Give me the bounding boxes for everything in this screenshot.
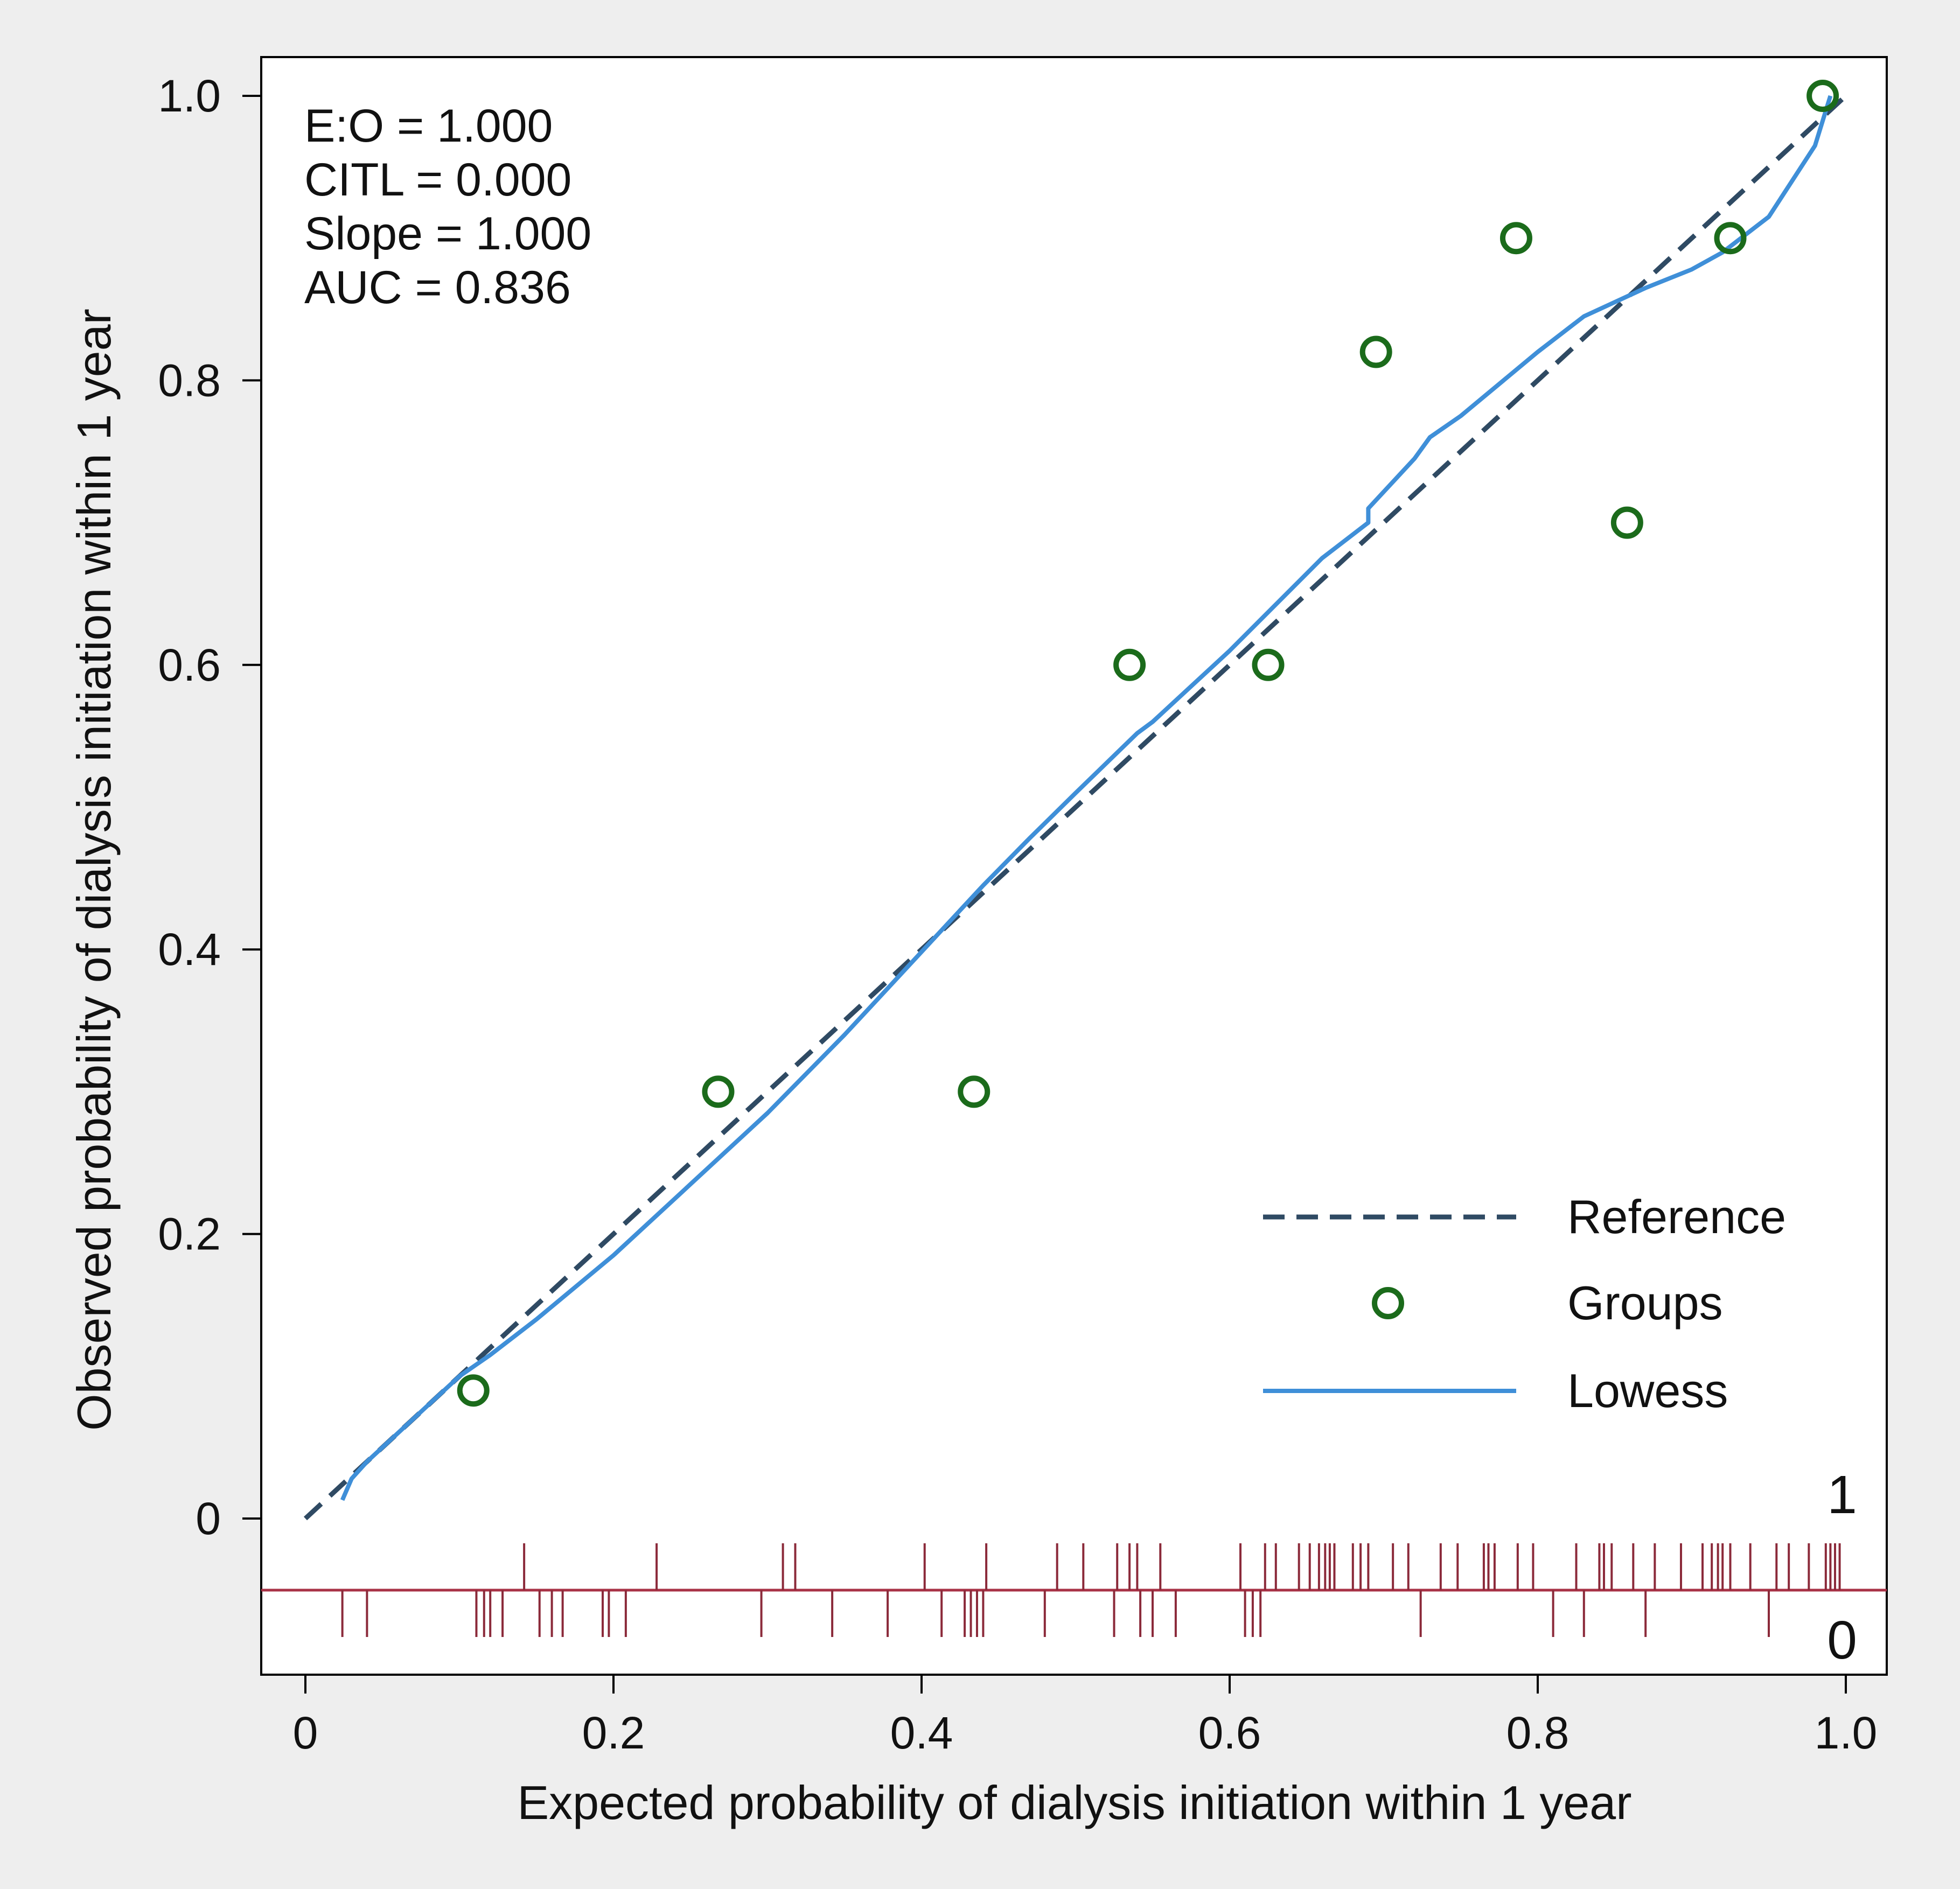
legend-reference-label: Reference — [1567, 1190, 1786, 1243]
group-point — [1610, 506, 1643, 539]
group-point — [457, 1374, 490, 1407]
y-tick-label: 0.6 — [158, 640, 221, 690]
lowess-line — [340, 95, 1833, 1501]
plot-area — [260, 56, 1888, 1676]
stat-auc: AUC = 0.836 — [304, 262, 571, 313]
legend-groups-label: Groups — [1567, 1276, 1723, 1330]
stat-slope: Slope = 1.000 — [304, 208, 591, 260]
rug-label-1: 1 — [1827, 1465, 1857, 1525]
x-tick-label: 1.0 — [1815, 1708, 1878, 1758]
group-point — [702, 1075, 735, 1108]
y-axis-title: Observed probability of dialysis initiat… — [67, 309, 121, 1431]
group-point — [1806, 80, 1839, 112]
y-tick-label: 1.0 — [158, 71, 221, 121]
x-tick-label: 0.8 — [1506, 1708, 1570, 1758]
group-point — [1359, 335, 1392, 368]
y-tick-label: 0.2 — [158, 1209, 221, 1260]
y-tick-label: 0.4 — [158, 924, 221, 975]
x-tick-label: 0 — [293, 1708, 318, 1758]
series-layer — [303, 80, 1848, 1521]
group-point — [1499, 222, 1532, 255]
group-point — [1113, 648, 1146, 681]
rug-plot — [261, 1543, 1887, 1637]
group-point — [1714, 222, 1747, 255]
stats-box: E:O = 1.000 CITL = 0.000 Slope = 1.000 A… — [304, 100, 591, 313]
group-point — [958, 1075, 991, 1108]
stat-eo: E:O = 1.000 — [304, 100, 553, 152]
group-point — [1252, 648, 1285, 681]
legend-groups-swatch — [1372, 1287, 1404, 1319]
y-tick-label: 0.8 — [158, 355, 221, 405]
y-tick-label: 0 — [196, 1493, 221, 1544]
x-axis-title: Expected probability of dialysis initiat… — [517, 1776, 1631, 1829]
x-tick-label: 0.2 — [582, 1708, 645, 1758]
stat-citl: CITL = 0.000 — [304, 154, 571, 206]
rug-label-0: 0 — [1827, 1610, 1857, 1670]
x-tick-label: 0.4 — [890, 1708, 953, 1758]
y-axis: 0 0.2 0.4 0.6 0.8 1.0 — [158, 71, 261, 1544]
reference-line — [303, 94, 1848, 1521]
x-axis: 0 0.2 0.4 0.6 0.8 1.0 — [293, 1675, 1878, 1758]
legend-lowess-label: Lowess — [1567, 1364, 1728, 1417]
x-tick-label: 0.6 — [1198, 1708, 1261, 1758]
legend: Reference Groups Lowess — [1263, 1190, 1786, 1417]
